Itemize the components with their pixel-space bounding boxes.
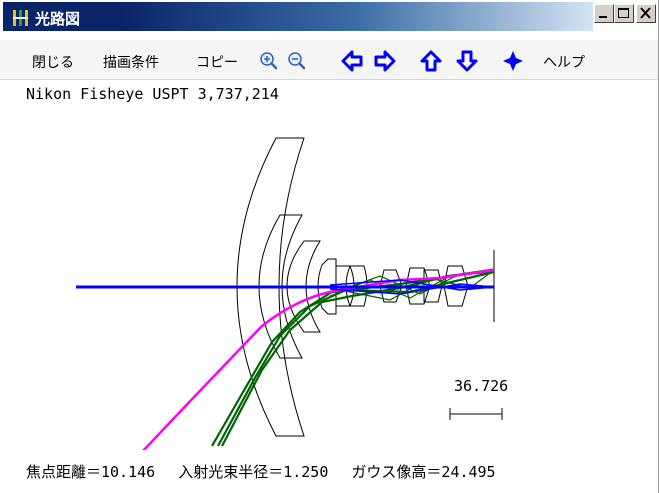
menu-bar: 閉じる 描画条件 コピー ヘルプ xyxy=(0,40,658,80)
window-title: 光路図 xyxy=(35,10,81,28)
menu-draw-settings[interactable]: 描画条件 xyxy=(103,55,159,71)
arrow-left-icon[interactable] xyxy=(341,50,363,72)
app-icon xyxy=(11,8,31,28)
ray-bundle-green xyxy=(211,268,495,447)
lens-element-5 xyxy=(335,265,351,307)
lens-element-9 xyxy=(423,269,443,303)
menu-help[interactable]: ヘルプ xyxy=(543,55,585,71)
lens-title: Nikon Fisheye USPT 3,737,214 xyxy=(26,85,279,103)
arrow-up-icon[interactable] xyxy=(420,50,442,72)
scale-bar xyxy=(449,408,503,420)
lens-element-1 xyxy=(236,137,305,437)
title-bar-gradient: 光路図 xyxy=(3,2,593,31)
footer-metrics: 焦点距離＝10.146 入射光束半径＝1.250 ガウス像高＝24.495 xyxy=(26,461,510,482)
ray-bundle-blue xyxy=(76,279,495,295)
close-icon xyxy=(640,7,651,19)
zoom-out-icon[interactable] xyxy=(286,50,308,72)
minimize-icon xyxy=(599,16,607,18)
lens-group xyxy=(236,137,495,437)
lens-element-6 xyxy=(349,265,368,307)
maximize-icon xyxy=(618,8,629,18)
minimize-button[interactable] xyxy=(594,4,614,23)
title-bar: 光路図 xyxy=(0,0,658,40)
arrow-right-icon[interactable] xyxy=(374,50,396,72)
zoom-in-icon[interactable] xyxy=(258,50,280,72)
optical-path-diagram xyxy=(76,137,503,450)
lens-element-4 xyxy=(317,258,337,315)
gauss-height-label: ガウス像高＝24.495 xyxy=(351,463,496,481)
diagram-canvas: Nikon Fisheye USPT 3,737,214 xyxy=(0,80,658,493)
move-cross-icon[interactable] xyxy=(502,50,524,72)
menu-copy[interactable]: コピー xyxy=(196,55,238,71)
ray-magenta xyxy=(142,268,495,450)
lens-element-2 xyxy=(258,214,303,359)
focal-length-label: 焦点距離＝10.146 xyxy=(26,463,156,481)
arrow-down-icon[interactable] xyxy=(456,50,478,72)
maximize-button[interactable] xyxy=(614,4,634,23)
entrance-radius-label: 入射光束半径＝1.250 xyxy=(178,463,329,481)
scale-bar-label: 36.726 xyxy=(454,377,509,395)
menu-close[interactable]: 閉じる xyxy=(32,55,74,71)
lens-element-3 xyxy=(286,240,321,333)
close-window-button[interactable] xyxy=(636,4,656,23)
